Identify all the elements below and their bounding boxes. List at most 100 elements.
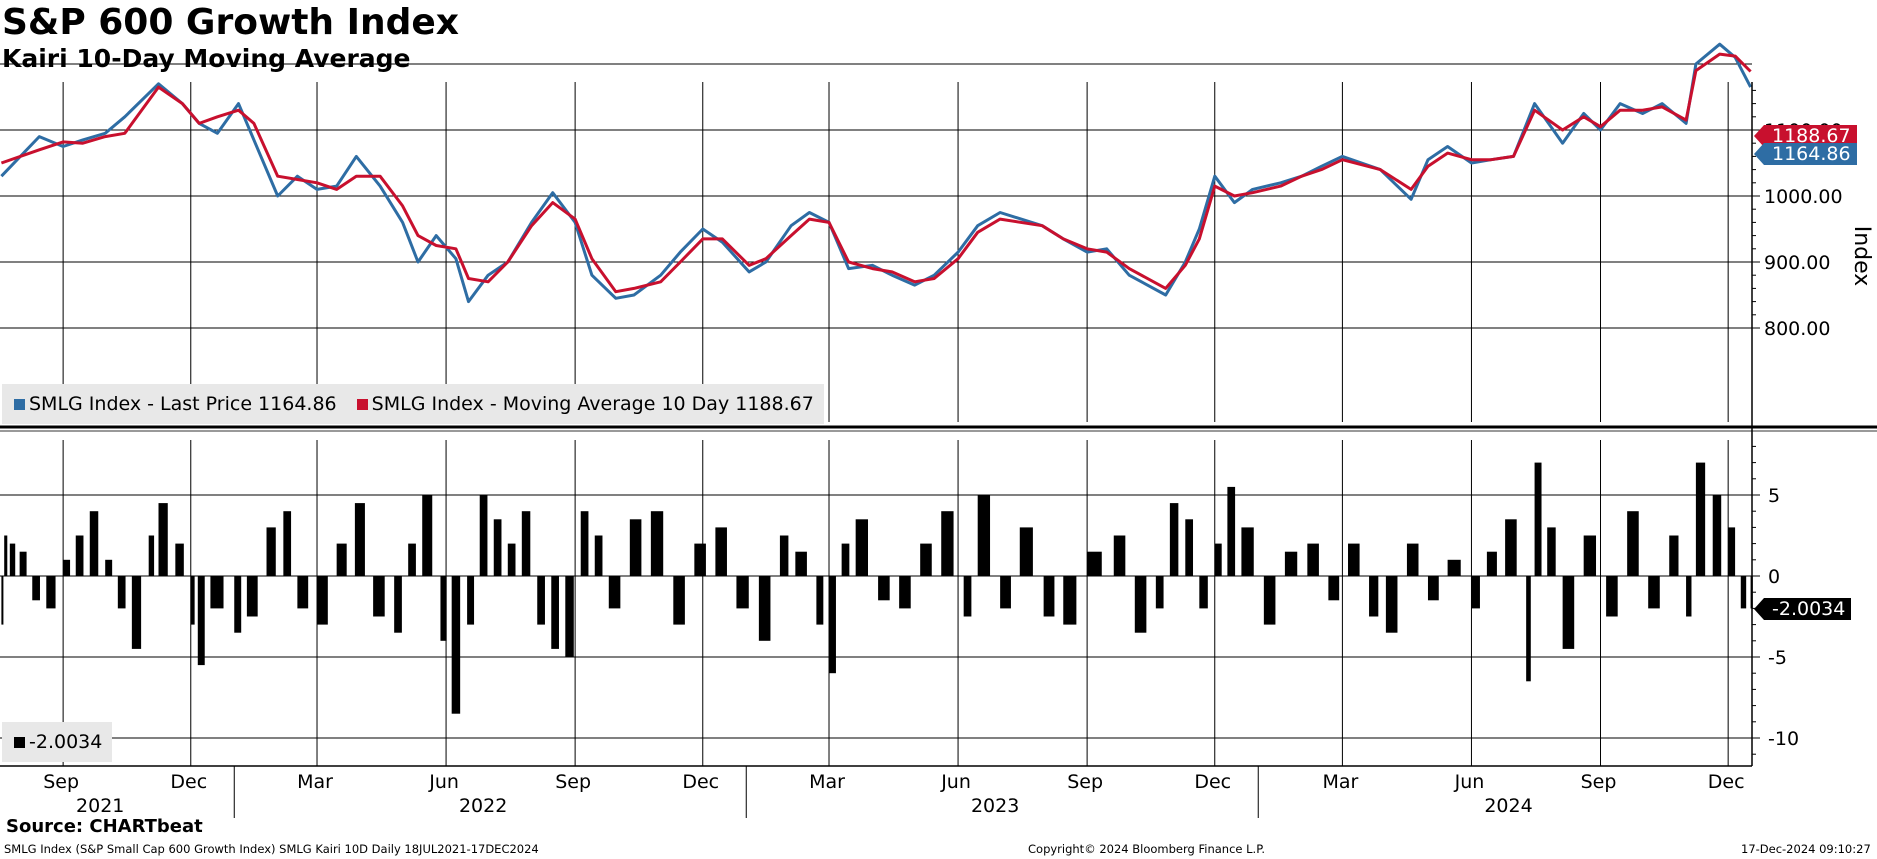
kairi-bar — [234, 576, 242, 633]
kairi-bar — [1648, 576, 1660, 609]
kairi-bar — [1199, 576, 1208, 609]
x-tick-label-month: Jun — [940, 771, 971, 793]
source-note: Source: CHARTbeat — [6, 816, 203, 837]
kairi-bar — [422, 495, 433, 576]
kairi-bar — [507, 543, 516, 576]
lower-grid — [0, 440, 1752, 766]
ma-legend-swatch — [356, 399, 368, 410]
y-tick-label-lower: -10 — [1768, 728, 1799, 750]
price-legend-swatch — [14, 399, 25, 410]
kairi-bar — [1627, 511, 1639, 576]
kairi-bar — [1728, 527, 1736, 576]
kairi-bar — [190, 576, 195, 625]
y-tick-label-upper: 1000.00 — [1764, 186, 1843, 208]
y-tick-label-lower: 0 — [1768, 566, 1780, 588]
price-legend-label: SMLG Index - Last Price 1164.86 — [29, 393, 337, 415]
kairi-bar — [650, 511, 664, 576]
kairi-bar — [1686, 576, 1692, 617]
axes — [0, 82, 1877, 818]
kairi-bar — [1427, 576, 1439, 601]
x-tick-label-month: Jun — [1454, 771, 1485, 793]
kairi-bar — [1606, 576, 1618, 617]
kairi-bar — [89, 511, 99, 576]
kairi-bar — [521, 511, 531, 576]
kairi-bar — [158, 503, 168, 576]
kairi-bar — [354, 503, 365, 576]
x-tick-label-month: Dec — [170, 771, 207, 793]
kairi-bar — [795, 551, 807, 576]
kairi-bar — [1695, 462, 1706, 576]
kairi-bar — [608, 576, 621, 609]
x-tick-label-month: Dec — [1708, 771, 1745, 793]
footer-copyright: Copyright© 2024 Bloomberg Finance L.P. — [1028, 842, 1265, 856]
kairi-bar — [9, 543, 16, 576]
kairi-bar — [1113, 535, 1126, 576]
kairi-bar — [1284, 551, 1298, 576]
kairi-bar — [1134, 576, 1147, 633]
tick-labels: 1100.001000.00900.00800.0050-5-10IndexSe… — [43, 120, 1874, 817]
x-tick-label-month: Dec — [1194, 771, 1231, 793]
kairi-legend-label: -2.0034 — [29, 731, 103, 753]
price-lines — [0, 42, 1752, 304]
kairi-bar — [1471, 576, 1480, 609]
x-tick-label-month: Sep — [43, 771, 79, 793]
kairi-bar — [758, 576, 771, 641]
kairi-bar — [317, 576, 328, 625]
kairi-bar — [1526, 576, 1531, 682]
kairi-bar — [1227, 486, 1236, 576]
x-tick-label-month: Mar — [809, 771, 845, 793]
kairi-bar — [1, 576, 4, 625]
kairi-bar — [75, 535, 84, 576]
kairi-bar — [1562, 576, 1575, 649]
x-tick-label-year: 2024 — [1484, 795, 1532, 817]
y-axis-label: Index — [1849, 226, 1874, 287]
y-tick-label-upper: 800.00 — [1764, 318, 1830, 340]
kairi-bar — [493, 519, 502, 576]
kairi-bar — [19, 551, 27, 576]
kairi-bar — [148, 535, 155, 576]
x-tick-label-month: Sep — [555, 771, 591, 793]
kairi-bar — [841, 543, 850, 576]
kairi-bar — [46, 576, 56, 609]
kairi-bar — [246, 576, 258, 617]
kairi-bar — [336, 543, 347, 576]
kairi-bar — [779, 535, 789, 576]
kairi-bar — [941, 511, 954, 576]
kairi-bar — [1000, 576, 1011, 609]
x-tick-label-month: Sep — [1067, 771, 1103, 793]
x-tick-label-year: 2023 — [971, 795, 1019, 817]
kairi-bar — [451, 576, 461, 714]
kairi-bar — [1169, 503, 1179, 576]
x-tick-label-month: Mar — [1322, 771, 1358, 793]
kairi-bar — [878, 576, 890, 601]
kairi-bar — [1155, 576, 1164, 609]
kairi-bar — [297, 576, 309, 609]
kairi-bar — [715, 527, 727, 576]
kairi-bar — [1307, 543, 1319, 576]
ma-legend-label: SMLG Index - Moving Average 10 Day 1188.… — [371, 393, 814, 415]
x-tick-label-month: Mar — [297, 771, 333, 793]
kairi-bar — [1214, 543, 1222, 576]
kairi-bar — [580, 511, 589, 576]
kairi-bar — [1263, 576, 1276, 625]
x-tick-label-year: 2021 — [76, 795, 124, 817]
kairi-bar — [673, 576, 685, 625]
kairi-bar — [1486, 551, 1497, 576]
kairi-bar — [1241, 527, 1254, 576]
kairi-bar — [1019, 527, 1033, 576]
kairi-bar — [1328, 576, 1340, 601]
kairi-bar — [283, 511, 292, 576]
kairi-bar — [197, 576, 205, 666]
lower-legend: -2.0034 — [2, 722, 113, 762]
kairi-bar — [977, 495, 991, 576]
kairi-bar — [1447, 559, 1461, 576]
kairi-legend-swatch — [14, 737, 25, 748]
kairi-bar — [394, 576, 402, 633]
kairi-bar — [1712, 495, 1722, 576]
kairi-bar — [899, 576, 911, 609]
price-last-value-tag: 1164.86 — [1754, 143, 1857, 165]
kairi-bar — [408, 543, 416, 576]
kairi-bar — [1740, 576, 1747, 609]
y-tick-label-lower: -5 — [1768, 647, 1787, 669]
